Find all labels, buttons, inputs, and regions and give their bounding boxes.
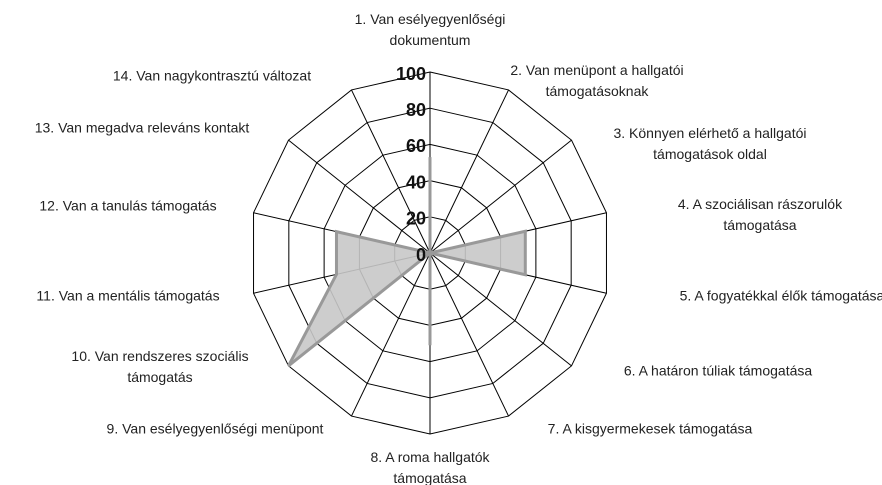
axis-label: 13. Van megadva releváns kontakt (35, 120, 250, 136)
label-line: 10. Van rendszeres szociális (71, 348, 248, 364)
label-line: 2. Van menüpont a hallgatói (510, 62, 683, 78)
axis-label: 12. Van a tanulás támogatás (39, 198, 216, 214)
label-line: 4. A szociálisan rászorulók (678, 196, 843, 212)
axis-label: 10. Van rendszeres szociális támogatás (71, 348, 248, 385)
axis-label: 2. Van menüpont a hallgatói támogatásokna… (510, 62, 683, 99)
axis-label: 4. A szociálisan rászorulók támogatása (678, 196, 843, 233)
tick-label: 80 (406, 100, 426, 120)
axis-spoke (429, 252, 572, 367)
axis-spoke (429, 252, 509, 417)
label-line: 3. Könnyen elérhető a hallgatói (613, 125, 806, 141)
label-line: támogatása (723, 217, 796, 233)
label-line: dokumentum (390, 32, 471, 48)
data-area (287, 157, 527, 368)
tick-label: 100 (396, 64, 426, 84)
label-line: támogatás (127, 369, 192, 385)
axis-spoke (429, 89, 509, 254)
label-line: támogatásoknak (546, 83, 650, 99)
label-line: támogatása (393, 470, 466, 485)
axis-label: 7. A kisgyermekesek támogatása (548, 421, 753, 437)
axis-spoke (429, 139, 572, 254)
label-line: 1. Van esélyegyenlőségi (355, 11, 506, 27)
axis-label: 8. A roma hallgatók támogatása (370, 449, 490, 485)
axis-label: 14. Van nagykontrasztú változat (113, 68, 311, 84)
axis-label: 6. A határon túliak támogatása (624, 363, 813, 379)
axis-label: 9. Van esélyegyenlőségi menüpont (107, 421, 324, 437)
axis-spoke (288, 139, 431, 254)
axis-spoke (351, 89, 431, 254)
axis-label: 1. Van esélyegyenlőségi dokumentum (355, 11, 506, 48)
label-line: 8. A roma hallgatók (370, 449, 490, 465)
tick-label: 20 (406, 209, 426, 229)
axis-label: 11. Van a mentális támogatás (36, 288, 219, 304)
label-line: támogatások oldal (653, 146, 767, 162)
tick-label: 40 (406, 172, 426, 192)
tick-label: 0 (416, 245, 426, 265)
axis-label: 5. A fogyatékkal élők támogatása (680, 288, 882, 304)
tick-label: 60 (406, 136, 426, 156)
axis-label: 3. Könnyen elérhető a hallgatói támogatás… (613, 125, 806, 162)
axis-spoke (351, 252, 431, 417)
